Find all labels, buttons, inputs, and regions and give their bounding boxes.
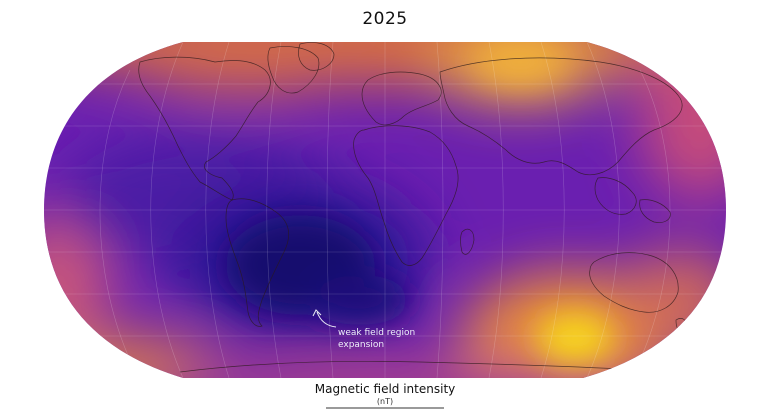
annotation-line2: expansion <box>338 340 384 350</box>
legend-title: Magnetic field intensity <box>314 382 456 396</box>
coastlines <box>138 42 687 373</box>
graticule <box>44 42 726 378</box>
map-title: 2025 <box>362 9 408 29</box>
annotation-arrow <box>312 309 337 328</box>
annotation-line1: weak field region <box>338 328 415 338</box>
legend-colorbar <box>326 407 444 409</box>
legend-unit: (nT) <box>376 397 394 406</box>
